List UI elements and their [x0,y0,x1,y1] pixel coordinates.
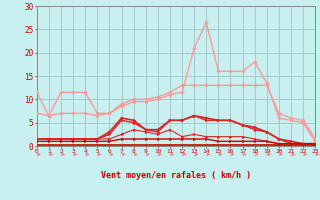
X-axis label: Vent moyen/en rafales ( km/h ): Vent moyen/en rafales ( km/h ) [101,171,251,180]
